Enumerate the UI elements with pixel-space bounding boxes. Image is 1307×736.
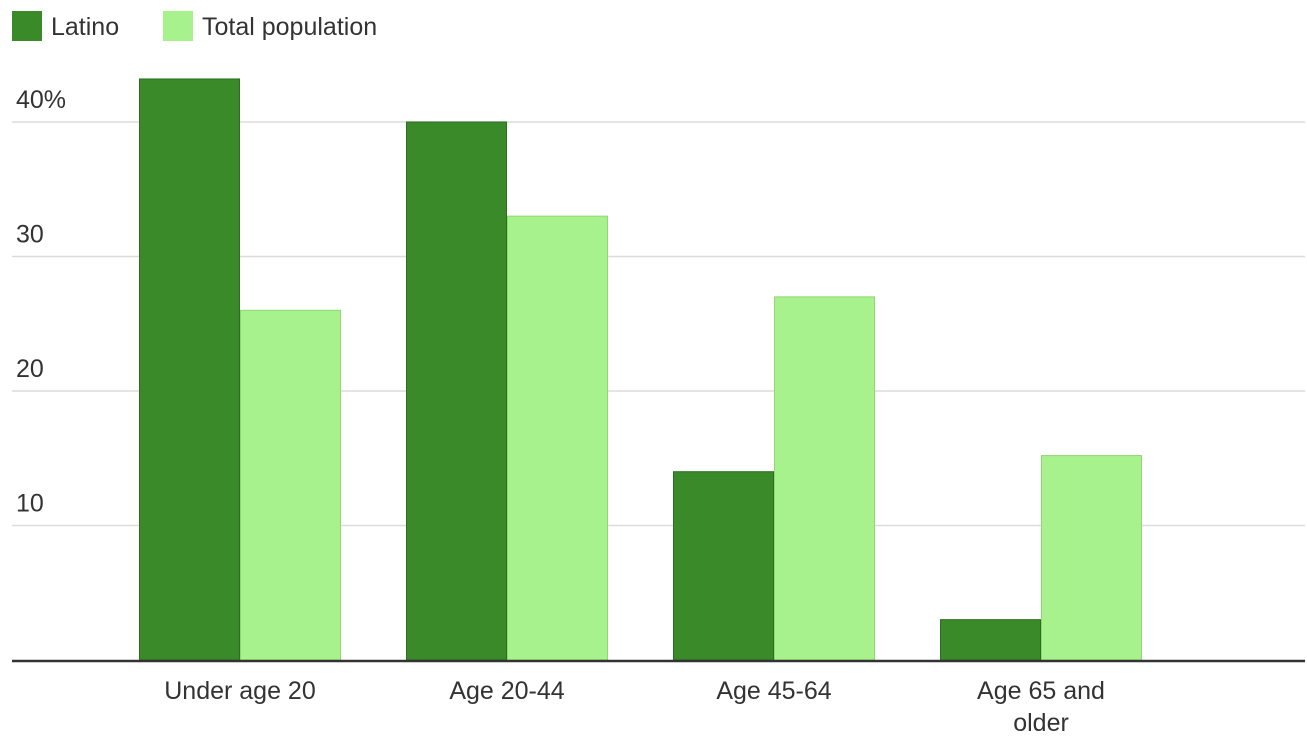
bar-latino-0 [139, 78, 240, 661]
x-category-label: older [1013, 709, 1069, 736]
x-axis-labels: Under age 20 Age 20-44 Age 45-64 Age 65 and… [164, 677, 1105, 736]
y-axis-ticks: 40% 30 20 10 [16, 86, 66, 518]
legend-swatch-total-population [163, 11, 193, 41]
bar-latino-1 [406, 121, 507, 661]
y-tick-label: 40% [16, 86, 66, 114]
bar-total-population-3 [1041, 455, 1142, 661]
legend-label-latino: Latino [51, 13, 119, 41]
y-tick-label: 10 [16, 490, 44, 518]
x-category-label: Age 20-44 [449, 677, 564, 705]
x-category-label: Age 65 and [977, 677, 1105, 705]
x-category-label: Age 45-64 [716, 677, 831, 705]
bar-total-population-0 [240, 309, 341, 661]
x-category-label: Under age 20 [164, 677, 316, 705]
legend-swatch-latino [12, 11, 42, 41]
bar-total-population-1 [507, 215, 608, 661]
bars [139, 78, 1142, 661]
legend: Latino Total population [12, 11, 377, 41]
y-tick-label: 20 [16, 355, 44, 383]
y-tick-label: 30 [16, 221, 44, 249]
bar-latino-2 [673, 471, 774, 661]
bar-latino-3 [940, 619, 1041, 661]
legend-label-total-population: Total population [202, 13, 377, 41]
bar-total-population-2 [774, 296, 875, 661]
